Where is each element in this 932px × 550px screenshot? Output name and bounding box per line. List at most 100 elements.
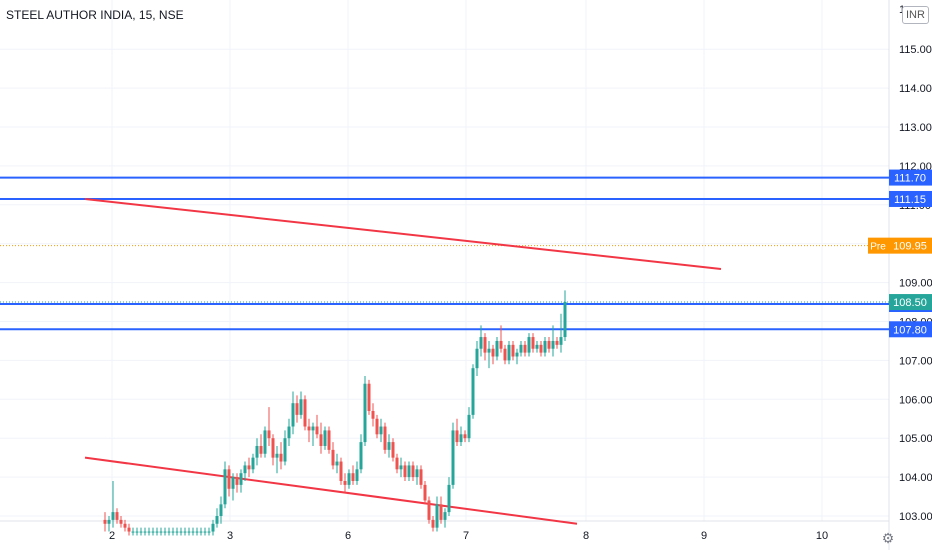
candle-body [455,430,459,443]
candle-body [503,348,507,361]
candle-body [131,531,135,533]
trendlines[interactable] [84,197,722,525]
level-price-tag-bg [889,321,932,338]
price-tick-label: 115.00 [899,44,932,56]
candle-body [167,531,171,533]
candle-body [163,531,167,533]
candle-body [511,344,515,357]
candle-body [411,465,415,478]
candle-body [339,461,343,481]
candle-body [399,465,403,470]
time-tick-label: 10 [816,530,828,542]
candle-body [259,445,263,454]
candle-body [359,442,363,470]
price-tick-label: 106.00 [899,394,932,406]
candle-body [311,426,315,431]
candle-body [227,469,231,489]
candle-body [343,480,347,485]
horizontal-levels[interactable] [0,176,889,331]
time-axis[interactable]: 2 3 6 7 8 9 10 [109,530,828,542]
candle-body [187,531,191,533]
trendline[interactable] [84,197,722,270]
candle-body [531,337,535,349]
candle-body [319,434,323,446]
candle-body [315,426,319,435]
candle-body [435,504,439,528]
candle-body [159,531,163,533]
candle-body [183,531,187,533]
candle-body [327,430,331,450]
candle-body [143,531,147,533]
time-tick-label: 8 [583,530,589,542]
candle-body [543,340,547,353]
pre-badge-label: Pre [870,242,886,253]
currency-badge[interactable]: INR [902,6,929,24]
pre-badge-bg [868,237,889,254]
trendline[interactable] [84,456,578,525]
pre-market-price-tag-bg [889,237,932,254]
level-price-tag-label: 111.15 [894,194,926,206]
candle-body [231,477,235,489]
candle-body [295,403,299,415]
candle-body [559,337,563,345]
candle-body [335,461,339,466]
candle-body [275,453,279,458]
time-tick-label: 2 [109,530,115,542]
candle-body [371,410,375,419]
candle-body [139,531,143,533]
price-axis[interactable]: 103.00104.00105.00106.00107.00108.00109.… [899,44,932,523]
candle-body [419,469,423,485]
price-tick-label: 107.00 [899,355,932,367]
candle-body [323,430,327,446]
candle-body [447,484,451,513]
candle-body [203,531,207,533]
pre-market-price-tag-label: 109.95 [893,241,927,253]
candle-body [443,512,447,520]
candle-body [127,527,131,532]
candle-body [151,531,155,533]
price-tick-label: 104.00 [899,472,932,484]
candle-body [355,469,359,481]
candle-body [451,430,455,485]
candle-body [499,340,503,349]
candle-body [135,531,139,533]
price-tick-label: 105.00 [899,433,932,445]
level-price-tag-label: 111.70 [894,173,926,185]
candle-body [423,484,427,501]
level-price-tag-label: 107.80 [893,324,927,336]
candle-body [195,531,199,533]
gear-icon[interactable]: ⚙ [881,530,895,546]
candle-body [307,426,311,431]
candle-body [491,348,495,357]
candle-body [467,414,471,439]
candle-body [215,516,219,524]
candle-body [235,477,239,485]
candle-body [271,438,275,458]
candle-body [519,344,523,353]
candle-body [431,519,435,528]
symbol-title[interactable]: STEEL AUTHOR INDIA, 15, NSE [6,8,184,22]
candle-body [223,469,227,505]
candle-body [123,523,127,528]
candle-body [279,453,283,462]
candle-body [299,399,303,415]
candle-body [391,442,395,458]
candle-body [287,426,291,439]
candle-body [263,430,267,454]
candle-body [383,426,387,450]
candle-body [291,403,295,427]
candle-body [547,340,551,349]
candle-body [495,340,499,357]
candle-body [487,348,491,353]
candle-body [551,340,555,349]
candle-body [387,442,391,450]
current-price-tag-label: 108.50 [893,297,927,309]
candle-body [463,434,467,439]
candle-body [507,344,511,361]
candle-body [267,430,271,439]
price-tick-label: 114.00 [899,83,932,95]
candle-body [247,465,251,470]
price-tick-label: 113.00 [899,122,932,134]
